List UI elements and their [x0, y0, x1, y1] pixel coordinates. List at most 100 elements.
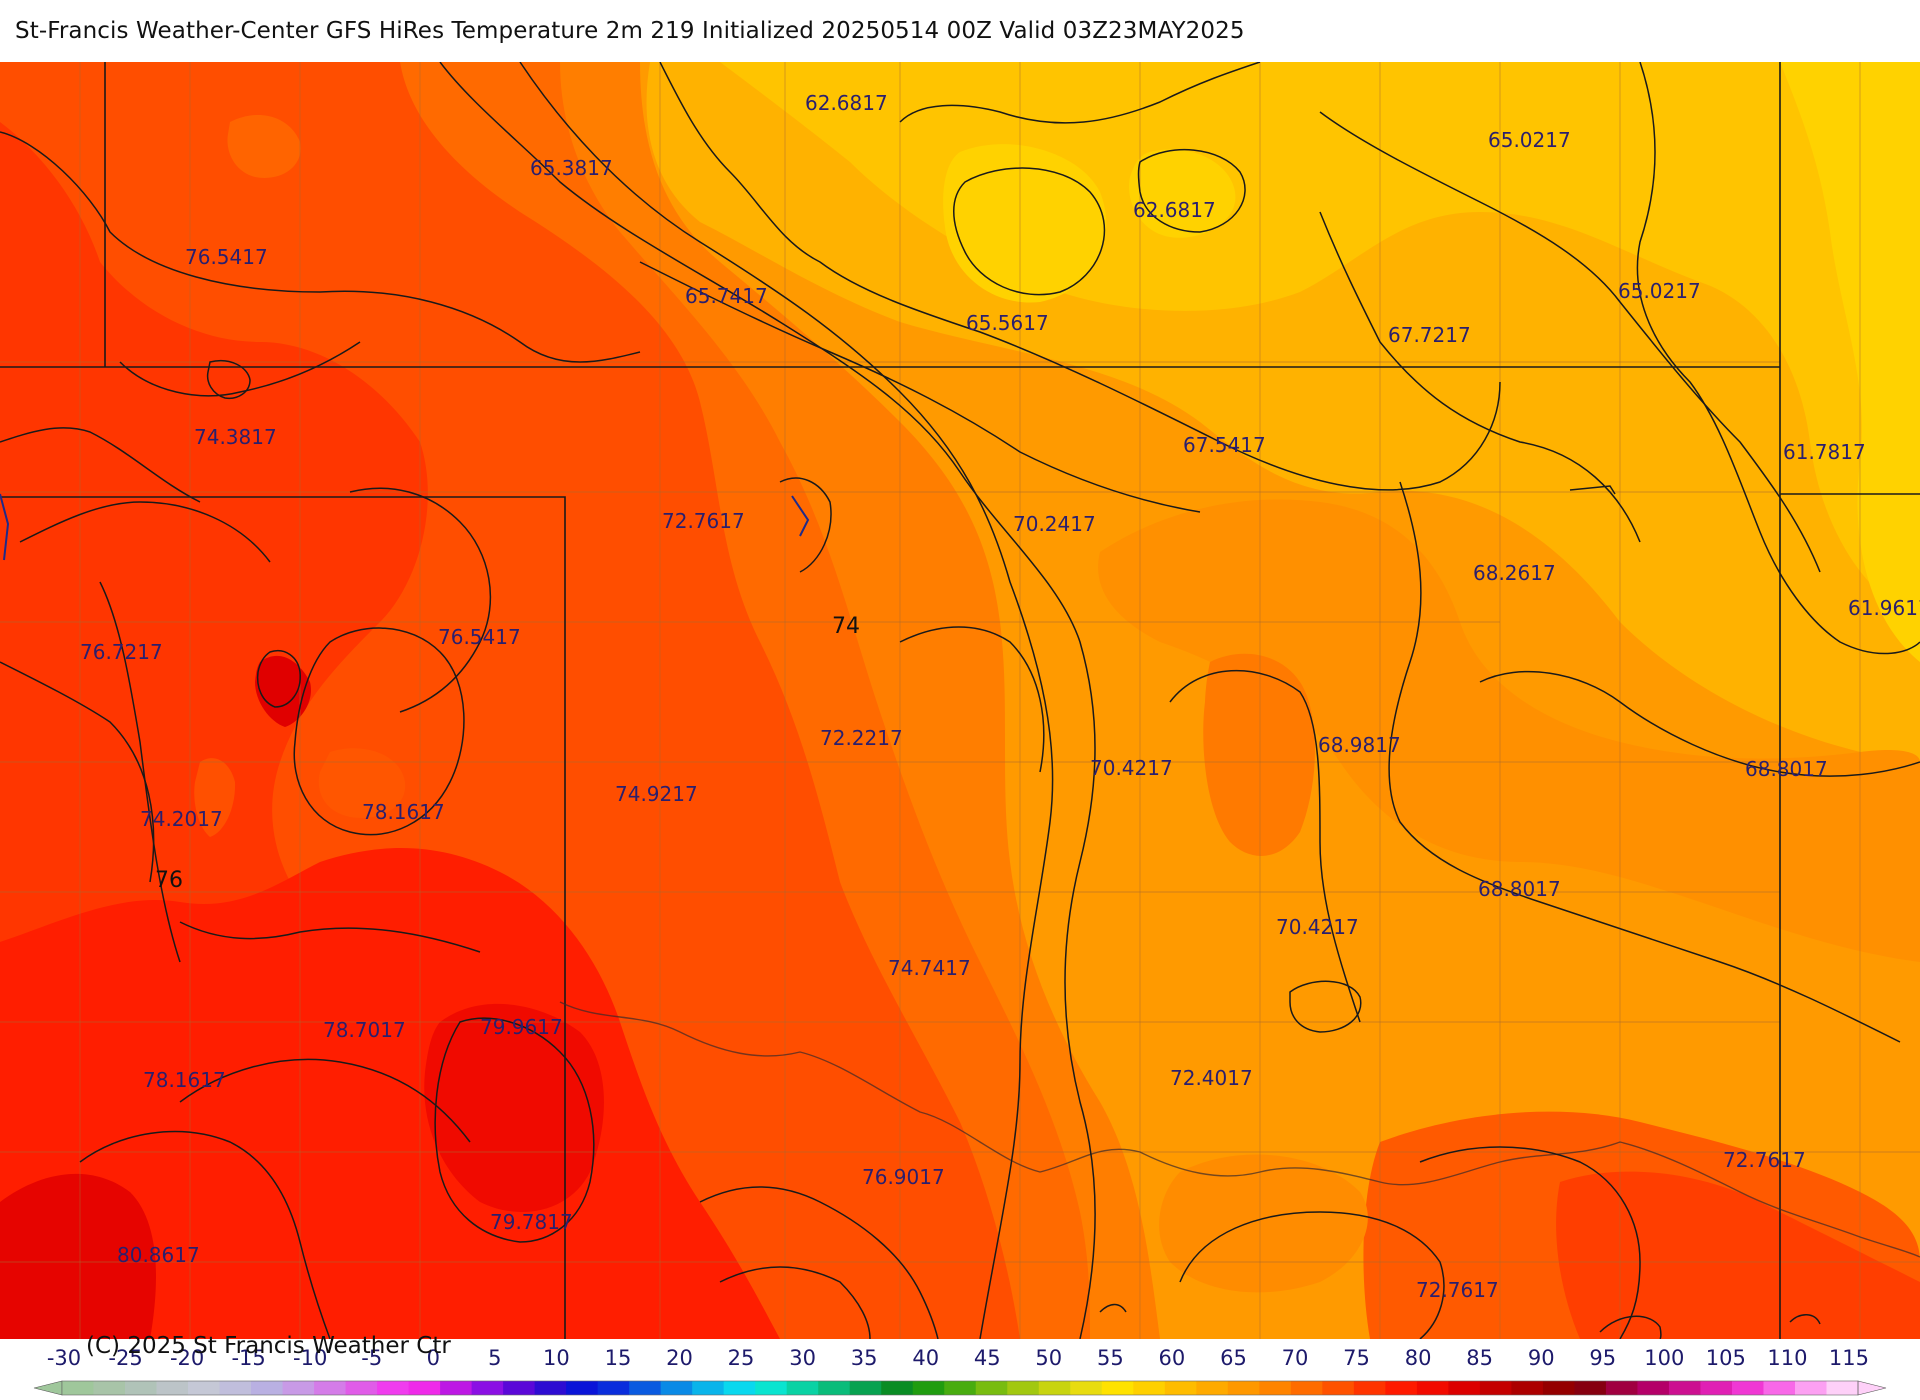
- legend-color-swatch: [1416, 1381, 1449, 1395]
- legend-tick-label: 110: [1767, 1346, 1807, 1370]
- value-label: 76.7217: [80, 640, 163, 664]
- legend-tick-label: 85: [1466, 1346, 1493, 1370]
- legend-tick-label: 50: [1035, 1346, 1062, 1370]
- temperature-shading: [0, 62, 1920, 1339]
- legend-color-swatch: [1700, 1381, 1733, 1395]
- value-label: 65.3817: [530, 156, 613, 180]
- blue-marker: [0, 493, 810, 561]
- legend-color-swatch: [408, 1381, 441, 1395]
- legend-color-swatch: [1070, 1381, 1103, 1395]
- legend-tick-label: -5: [361, 1346, 382, 1370]
- value-label: 65.5617: [966, 311, 1049, 335]
- legend-color-swatch: [1542, 1381, 1576, 1395]
- legend-bar-outline: [61, 1380, 1859, 1396]
- value-label: 65.0217: [1488, 128, 1571, 152]
- legend-color-swatch: [1668, 1381, 1702, 1395]
- legend-color-swatch: [1385, 1381, 1418, 1395]
- legend-color-swatch: [156, 1381, 189, 1395]
- value-label: 70.2417: [1013, 512, 1096, 536]
- legend-tick-label: -10: [293, 1346, 327, 1370]
- legend-color-swatch: [723, 1381, 756, 1395]
- legend-color-swatch: [471, 1381, 504, 1395]
- value-label: 74.7417: [888, 956, 971, 980]
- legend-color-swatch: [93, 1381, 126, 1395]
- legend-tick-label: 65: [1220, 1346, 1247, 1370]
- value-labels: 62.6817 65.3817 65.0217 62.6817 76.5417 65.74…: [80, 91, 1920, 1302]
- legend-tick-label: 115: [1829, 1346, 1869, 1370]
- legend-tick-label: 15: [605, 1346, 632, 1370]
- shade-band-68-east: [1098, 499, 1920, 962]
- legend-color-swatch: [1259, 1381, 1292, 1395]
- isotherm-contours: [0, 62, 1920, 1339]
- value-label: 78.7017: [323, 1018, 406, 1042]
- legend-color-swatch: [692, 1381, 725, 1395]
- legend-color-swatch: [1826, 1381, 1859, 1395]
- value-label: 68.8017: [1745, 757, 1828, 781]
- legend-color-swatch: [1038, 1381, 1071, 1395]
- legend-tick-label: 45: [974, 1346, 1001, 1370]
- legend-color-swatch: [1164, 1381, 1197, 1395]
- shade-band-78: [0, 848, 780, 1339]
- legend-color-swatch: [503, 1381, 536, 1395]
- legend-color-bar: [33, 1380, 1887, 1396]
- legend-tick-label: 40: [912, 1346, 939, 1370]
- value-label: 79.7817: [490, 1210, 573, 1234]
- legend-color-swatch: [1794, 1381, 1828, 1395]
- value-label: 79.9617: [480, 1015, 563, 1039]
- shade-patch-70-mid: [1203, 653, 1315, 856]
- legend-color-swatch: [566, 1381, 599, 1395]
- legend-tick-label: 5: [488, 1346, 501, 1370]
- legend-tick-label: -25: [108, 1346, 142, 1370]
- legend-color-swatch: [629, 1381, 662, 1395]
- legend-color-swatch: [534, 1381, 567, 1395]
- legend-color-swatch: [1479, 1381, 1512, 1395]
- legend-color-swatch: [849, 1381, 882, 1395]
- map-panel: 62.6817 65.3817 65.0217 62.6817 76.5417 65.74…: [0, 62, 1920, 1339]
- value-label: 80.8617: [117, 1243, 200, 1267]
- legend-color-swatch: [1353, 1381, 1386, 1395]
- legend-color-swatch: [251, 1381, 284, 1395]
- value-label: 65.0217: [1618, 279, 1701, 303]
- legend-color-swatch: [1574, 1381, 1607, 1395]
- shade-patch-light-a: [227, 114, 301, 178]
- value-label: 76.5417: [438, 625, 521, 649]
- legend-color-swatch: [597, 1381, 630, 1395]
- contour-label: 74: [832, 614, 860, 639]
- legend-tick-label: 95: [1589, 1346, 1616, 1370]
- value-label: 72.4017: [1170, 1066, 1253, 1090]
- contour-labels: 74 76: [155, 614, 860, 893]
- shade-patch-80b: [0, 1173, 156, 1339]
- value-label: 78.1617: [362, 800, 445, 824]
- legend-tick-label: 25: [728, 1346, 755, 1370]
- legend-tick-label: 30: [789, 1346, 816, 1370]
- legend-tick-label: -15: [231, 1346, 265, 1370]
- county-boundaries: [0, 62, 1920, 1339]
- legend-color-swatch: [1290, 1381, 1323, 1395]
- value-label: 72.2217: [820, 726, 903, 750]
- value-label: 68.8017: [1478, 877, 1561, 901]
- legend-tick-label: 105: [1706, 1346, 1746, 1370]
- value-label: 62.6817: [805, 91, 888, 115]
- legend-color-swatch: [1227, 1381, 1260, 1395]
- value-label: 67.5417: [1183, 433, 1266, 457]
- legend-color-swatch: [314, 1381, 347, 1395]
- value-label: 65.7417: [685, 284, 768, 308]
- color-legend: -30 -25 -20 -15 -10 -5 0 5 10 15 20 25 30 35 40 45 50 55 6…: [0, 1339, 1920, 1400]
- value-label: 62.6817: [1133, 198, 1216, 222]
- legend-tick-label: 35: [851, 1346, 878, 1370]
- value-label: 61.7817: [1783, 440, 1866, 464]
- legend-low-arrow: [33, 1380, 63, 1396]
- value-label: 74.3817: [194, 425, 277, 449]
- shade-band-61: [1780, 62, 1920, 662]
- legend-color-swatch: [62, 1381, 95, 1395]
- shade-patch-62b: [1129, 149, 1236, 238]
- legend-tick-label: 75: [1343, 1346, 1370, 1370]
- legend-color-swatch: [1605, 1381, 1639, 1395]
- legend-color-swatch: [944, 1381, 977, 1395]
- legend-color-swatch: [912, 1381, 945, 1395]
- legend-color-swatch: [975, 1381, 1008, 1395]
- legend-color-swatch: [377, 1381, 410, 1395]
- contour-label: 76: [155, 868, 183, 893]
- title-bar: St-Francis Weather-Center GFS HiRes Temp…: [0, 0, 1920, 62]
- legend-tick-label: 60: [1159, 1346, 1186, 1370]
